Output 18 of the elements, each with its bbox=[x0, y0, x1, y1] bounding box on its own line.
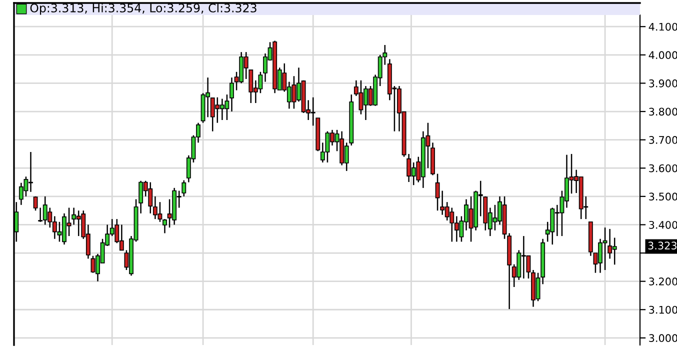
y-tick-label: 3.800 bbox=[649, 108, 677, 116]
candlestick bbox=[33, 196, 38, 212]
chart-subtitle: Op:3.313, Hi:3.354, Lo:3.259, Cl:3.323 bbox=[30, 3, 256, 15]
y-tick-label: 4.000 bbox=[648, 51, 677, 60]
y-tick-label: 3.700 bbox=[649, 136, 677, 144]
y-tick-label: 3.100 bbox=[649, 306, 677, 314]
y-tick-label: 3.000 bbox=[649, 334, 677, 342]
candlestick bbox=[435, 173, 440, 212]
text: 3.323 bbox=[648, 242, 676, 250]
y-tick-label: 3.400 bbox=[649, 220, 677, 229]
y-tick-label: 4.100 bbox=[648, 22, 677, 31]
y-tick-label: 3.500 bbox=[649, 192, 677, 201]
candlestick bbox=[182, 180, 186, 198]
y-tick-label: 3.600 bbox=[649, 164, 677, 172]
y-tick-label: 3.200 bbox=[649, 278, 677, 286]
y-tick-label: 3.900 bbox=[649, 79, 677, 88]
candlestick bbox=[230, 76, 234, 112]
candlestick bbox=[162, 218, 167, 234]
